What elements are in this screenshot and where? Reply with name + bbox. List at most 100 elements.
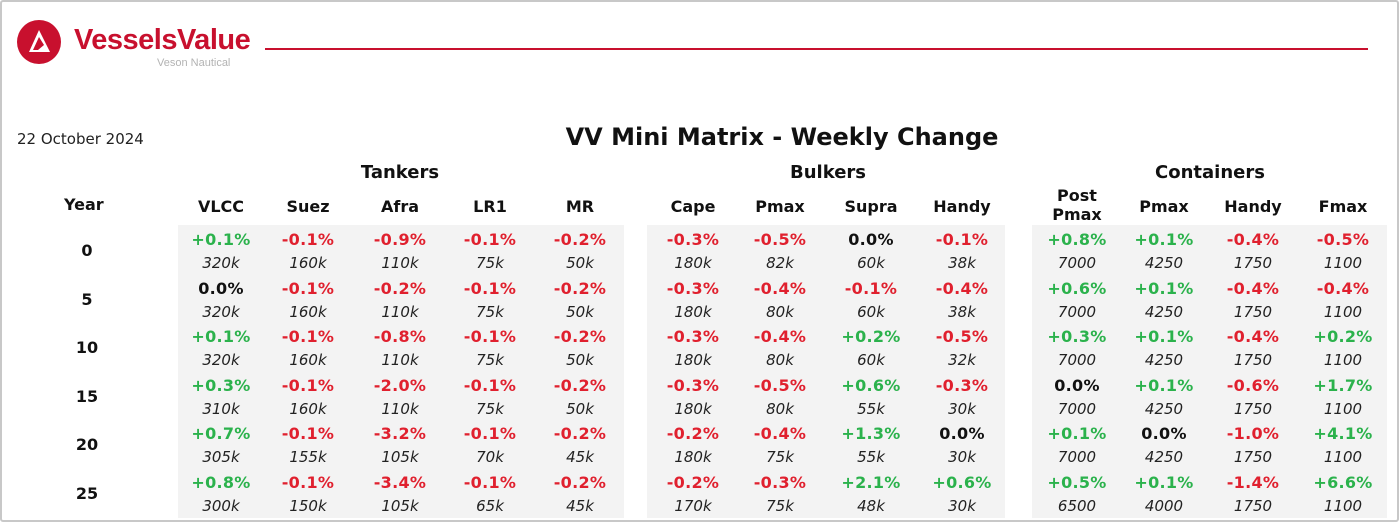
weekly-change-value: -0.2% bbox=[666, 473, 720, 492]
vessel-size-value: 4250 bbox=[1144, 448, 1184, 467]
vessel-size-value: 160k bbox=[289, 254, 327, 272]
vessel-size-value: 1750 bbox=[1233, 448, 1273, 467]
weekly-change-value: -0.3% bbox=[666, 230, 720, 249]
vessel-size-value: 75k bbox=[766, 497, 794, 515]
vessel-size-value: 310k bbox=[202, 399, 240, 418]
vessel-size-value: 48k bbox=[857, 497, 885, 515]
column-header: VLCC bbox=[197, 197, 245, 216]
weekly-change-value: -0.1% bbox=[935, 230, 989, 249]
weekly-change-value: -0.1% bbox=[281, 230, 335, 249]
vessel-size-value: 320k bbox=[202, 254, 240, 272]
weekly-change-value: -0.4% bbox=[1226, 230, 1280, 249]
column-header: Cape bbox=[670, 197, 716, 216]
weekly-change-value: +6.6% bbox=[1313, 473, 1373, 492]
weekly-change-value: -0.4% bbox=[1226, 327, 1280, 347]
weekly-change-value: -0.6% bbox=[1226, 375, 1280, 395]
weekly-change-value: +0.8% bbox=[191, 473, 251, 492]
vessel-size-value: 110k bbox=[381, 399, 419, 418]
vessel-size-value: 170k bbox=[674, 497, 712, 515]
vesselsvalue-logo-icon bbox=[17, 20, 61, 64]
vessel-size-value: 50k bbox=[566, 399, 594, 418]
weekly-change-value: -0.3% bbox=[753, 473, 807, 492]
vessel-size-value: 180k bbox=[674, 351, 712, 370]
weekly-change-value: -0.1% bbox=[281, 278, 335, 298]
weekly-change-value: -0.2% bbox=[553, 278, 607, 298]
weekly-change-value: -0.4% bbox=[1316, 278, 1370, 298]
vessel-size-value: 55k bbox=[857, 399, 885, 418]
column-header: LR1 bbox=[473, 197, 507, 216]
weekly-change-value: +0.3% bbox=[191, 375, 251, 395]
weekly-change-value: 0.0% bbox=[1141, 424, 1187, 444]
weekly-change-value: +2.1% bbox=[841, 473, 901, 492]
weekly-change-value: -0.4% bbox=[753, 278, 807, 298]
column-header: Handy bbox=[1224, 197, 1282, 216]
vessel-size-value: 7000 bbox=[1057, 399, 1097, 418]
vessel-size-value: 50k bbox=[566, 254, 594, 272]
vessel-size-value: 82k bbox=[766, 254, 794, 272]
weekly-change-value: 0.0% bbox=[848, 230, 894, 249]
vessel-size-value: 4250 bbox=[1144, 302, 1184, 321]
weekly-change-value: -0.5% bbox=[935, 327, 989, 347]
weekly-change-value: -0.4% bbox=[753, 424, 807, 444]
vessel-size-value: 1100 bbox=[1323, 448, 1363, 467]
vessel-size-value: 75k bbox=[476, 351, 504, 370]
weekly-change-value: -0.3% bbox=[935, 375, 989, 395]
report-date: 22 October 2024 bbox=[17, 130, 144, 148]
weekly-change-value: -1.4% bbox=[1226, 473, 1280, 492]
weekly-change-value: -0.2% bbox=[553, 424, 607, 444]
weekly-change-value: -0.2% bbox=[666, 424, 720, 444]
brand-tagline: Veson Nautical bbox=[157, 57, 231, 69]
year-label: 25 bbox=[75, 484, 99, 503]
vessel-size-value: 30k bbox=[948, 399, 976, 418]
vessel-size-value: 50k bbox=[566, 302, 594, 321]
vessel-size-value: 180k bbox=[674, 399, 712, 418]
weekly-change-value: -0.4% bbox=[753, 327, 807, 347]
weekly-change-value: -0.2% bbox=[553, 327, 607, 347]
vessel-size-value: 4250 bbox=[1144, 399, 1184, 418]
vessel-size-value: 80k bbox=[766, 302, 794, 321]
weekly-change-value: +0.1% bbox=[1134, 230, 1194, 249]
weekly-change-value: -3.4% bbox=[373, 473, 427, 492]
weekly-change-value: -0.4% bbox=[935, 278, 989, 298]
bulkers-panel bbox=[647, 225, 1005, 518]
weekly-change-value: +0.2% bbox=[1313, 327, 1373, 347]
weekly-change-value: 0.0% bbox=[198, 278, 244, 298]
year-label: 5 bbox=[81, 289, 93, 309]
vessel-size-value: 1100 bbox=[1323, 254, 1363, 272]
weekly-change-value: +1.7% bbox=[1313, 375, 1373, 395]
weekly-change-value: +0.3% bbox=[1047, 327, 1107, 347]
vessel-size-value: 160k bbox=[289, 302, 327, 321]
weekly-change-value: 0.0% bbox=[939, 424, 985, 444]
weekly-change-value: -0.9% bbox=[373, 230, 427, 249]
weekly-change-value: -0.1% bbox=[281, 375, 335, 395]
vessel-size-value: 38k bbox=[948, 254, 976, 272]
vessel-size-value: 1100 bbox=[1323, 302, 1363, 321]
weekly-change-value: +0.6% bbox=[841, 375, 901, 395]
weekly-change-value: +4.1% bbox=[1313, 424, 1373, 444]
vessel-size-value: 180k bbox=[674, 302, 712, 321]
vessel-size-value: 4250 bbox=[1144, 351, 1184, 370]
weekly-change-value: +0.1% bbox=[1134, 278, 1194, 298]
weekly-change-value: -0.1% bbox=[463, 424, 517, 444]
vessel-size-value: 180k bbox=[674, 448, 712, 467]
vessel-size-value: 7000 bbox=[1057, 448, 1097, 467]
vessel-size-value: 38k bbox=[948, 302, 976, 321]
vessel-size-value: 75k bbox=[476, 254, 504, 272]
tankers-panel bbox=[178, 225, 624, 518]
column-header: Afra bbox=[380, 197, 420, 216]
weekly-change-value: +0.1% bbox=[1134, 375, 1194, 395]
year-label: 20 bbox=[75, 435, 99, 455]
weekly-change-value: -0.1% bbox=[281, 327, 335, 347]
vessel-size-value: 60k bbox=[857, 302, 885, 321]
header-rule bbox=[265, 48, 1368, 50]
column-header: Suez bbox=[286, 197, 330, 216]
column-header: Post Pmax bbox=[1052, 186, 1102, 224]
weekly-change-value: +0.1% bbox=[191, 230, 251, 249]
weekly-change-value: -0.3% bbox=[666, 327, 720, 347]
vessel-size-value: 45k bbox=[566, 448, 594, 467]
weekly-change-value: -0.1% bbox=[463, 230, 517, 249]
vessel-size-value: 1100 bbox=[1323, 399, 1363, 418]
weekly-change-value: -0.2% bbox=[553, 473, 607, 492]
group-header-bulkers: Bulkers bbox=[790, 162, 866, 183]
vessel-size-value: 110k bbox=[381, 351, 419, 370]
